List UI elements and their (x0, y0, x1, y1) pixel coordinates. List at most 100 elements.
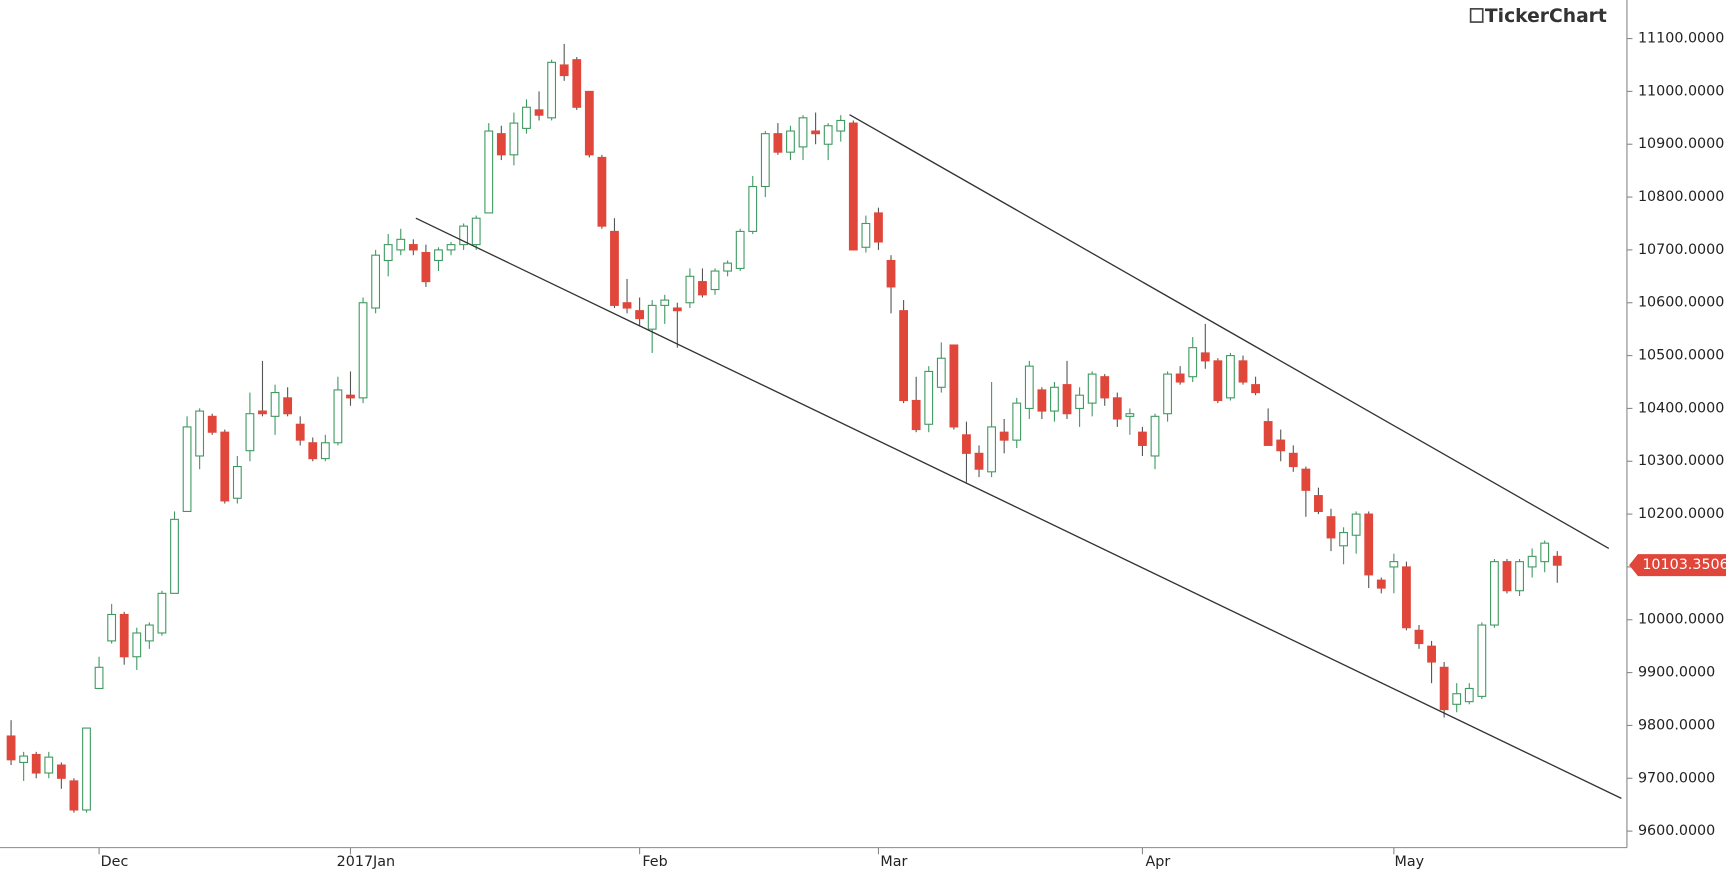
candle-body (798, 117, 808, 148)
y-tick-label: 11000.0000 (1638, 83, 1724, 99)
candle-body (396, 238, 406, 251)
candle-body (484, 130, 494, 214)
candle-body (999, 431, 1009, 441)
candle-body (1515, 561, 1524, 592)
candle-body (1402, 566, 1411, 629)
candle-body (245, 413, 255, 452)
candle-body (1226, 355, 1235, 399)
candle-body (685, 275, 695, 304)
trendline (849, 114, 1610, 550)
candle-body (1552, 555, 1562, 566)
candle-body (1389, 561, 1399, 568)
candle-body (936, 357, 946, 388)
candle-body (258, 410, 267, 415)
y-tick-label: 10500.0000 (1638, 348, 1724, 364)
y-tick-label: 10000.0000 (1638, 612, 1724, 628)
candle-body (94, 666, 104, 689)
candle-body (1527, 555, 1537, 568)
candle-body (1263, 421, 1273, 446)
candle-body (1376, 579, 1386, 589)
y-tick-label: 10300.0000 (1638, 453, 1724, 469)
candle-body (522, 106, 531, 129)
candle-body (333, 389, 343, 444)
candle-body (31, 753, 41, 774)
candle-body (82, 727, 91, 811)
candle-body (559, 64, 569, 77)
candle-body (848, 122, 858, 251)
candle-body (1276, 439, 1286, 452)
candle-body (911, 399, 921, 431)
candle-body (698, 281, 707, 296)
candle-body (1540, 542, 1550, 563)
candle-body (308, 442, 318, 460)
x-tick-label: Mar (880, 854, 907, 870)
plot (6, 43, 1562, 813)
candle-body (811, 130, 821, 135)
candle-body (1100, 376, 1110, 399)
candle-body (786, 130, 795, 153)
candle-body (1138, 431, 1147, 446)
candle-body (1502, 561, 1512, 592)
x-tick-label: May (1394, 854, 1424, 870)
y-tick-label: 9900.0000 (1638, 665, 1715, 681)
y-tick-label: 10700.0000 (1638, 242, 1724, 258)
candle-body (459, 225, 469, 246)
candle-body (157, 592, 167, 634)
candle-body (974, 452, 984, 470)
candle-body (107, 613, 117, 642)
x-tick-label: 2017Jan (337, 854, 395, 870)
candle-body (446, 244, 456, 251)
candle-body (1414, 629, 1424, 645)
candle-body (408, 244, 418, 251)
candle-body (320, 442, 330, 460)
candle-body (509, 122, 519, 156)
candle-body (924, 370, 934, 425)
candle-body (1326, 516, 1336, 539)
candle-body (1012, 402, 1022, 441)
candle-body (1301, 468, 1311, 491)
candle-body (1364, 513, 1374, 576)
candle-body (1150, 415, 1160, 457)
candle-body (1037, 389, 1047, 412)
candle-body (1288, 452, 1298, 468)
candle-body (547, 61, 557, 119)
y-tick-label: 9800.0000 (1638, 717, 1715, 733)
candle-body (1427, 645, 1436, 663)
candle-body (358, 302, 368, 399)
candle-body (622, 302, 632, 309)
candle-body (874, 212, 883, 243)
candle-body (371, 254, 381, 309)
candle-body (6, 735, 16, 761)
candle-body (232, 465, 242, 499)
logo-icon (1469, 8, 1484, 23)
candle-body (773, 133, 783, 153)
candle-body (610, 230, 619, 306)
trendline (415, 217, 1622, 799)
candle-body (295, 423, 305, 441)
candle-body (1075, 394, 1084, 409)
candle-body (471, 217, 481, 246)
y-tick-label: 9600.0000 (1638, 823, 1715, 839)
y-tick-label: 10900.0000 (1638, 136, 1724, 152)
candle-body (899, 310, 908, 402)
candle-body (44, 756, 54, 774)
y-tick-label: 9700.0000 (1638, 770, 1715, 786)
logo: TickerChart (1485, 6, 1607, 27)
candle-body (962, 434, 971, 454)
candle-body (1351, 513, 1361, 536)
candle-body (207, 415, 217, 433)
candle-body (56, 764, 66, 779)
candle-body (1062, 384, 1072, 415)
candle-body (886, 259, 896, 288)
candle-body (572, 59, 582, 108)
x-tick-label: Dec (101, 854, 129, 870)
candle-body (1050, 386, 1059, 412)
candle-body (1452, 693, 1462, 705)
candle-body (19, 755, 29, 763)
candle-body (1188, 347, 1198, 378)
candle-body (836, 119, 846, 132)
candle-body (220, 431, 230, 502)
candle-body (1439, 666, 1449, 711)
price-tag-text: 10103.3506 (1642, 557, 1726, 573)
candle-body (170, 518, 179, 594)
